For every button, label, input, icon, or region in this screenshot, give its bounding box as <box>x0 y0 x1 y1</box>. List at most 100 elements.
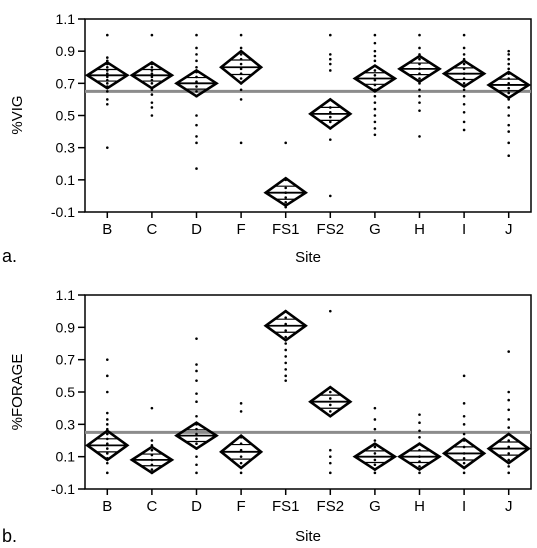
data-point-B <box>106 146 109 149</box>
data-point-FS1 <box>284 322 288 326</box>
data-point-FS1 <box>284 201 288 204</box>
data-point-G <box>373 439 377 442</box>
data-point-FS2 <box>329 53 332 56</box>
data-point-FS2 <box>329 110 332 114</box>
x-tick-label: FS1 <box>272 498 300 515</box>
data-point-D <box>195 80 198 84</box>
data-point-D <box>195 363 198 366</box>
data-point-G <box>373 427 377 431</box>
data-point-I <box>462 82 466 85</box>
means-diamond-FS1 <box>263 176 309 208</box>
means-diamond-FS1 <box>263 309 308 342</box>
data-point-I <box>462 432 466 436</box>
data-point-G <box>373 59 377 63</box>
data-point-D <box>195 114 198 117</box>
data-point-D <box>195 369 198 373</box>
data-point-I <box>462 53 466 56</box>
y-tick-label: -0.1 <box>51 204 75 220</box>
data-point-I <box>462 414 466 418</box>
data-point-D <box>195 455 198 458</box>
data-point-J <box>507 154 511 158</box>
data-point-FS2 <box>329 69 332 72</box>
x-tick-label: B <box>102 221 112 238</box>
data-point-J <box>507 458 511 462</box>
data-point-G <box>373 452 377 455</box>
data-point-D <box>195 167 198 170</box>
data-point-G <box>373 458 377 462</box>
y-tick-label: 0.5 <box>56 108 76 124</box>
data-point-B <box>106 65 109 69</box>
data-point-H <box>418 77 421 80</box>
means-diamond-H <box>397 442 442 472</box>
data-point-D <box>195 123 198 127</box>
x-tick-label: J <box>505 498 513 515</box>
data-point-F <box>239 471 243 475</box>
data-point-J <box>507 452 511 455</box>
data-point-B <box>106 374 109 378</box>
data-point-B <box>106 98 109 101</box>
data-point-D <box>195 59 198 63</box>
data-point-I <box>462 423 466 426</box>
panel-a: -0.1 0.1 0.3 0.5 0.7 0.9 1.1 B C D F FS1 FS2 G H I J %V… <box>2 11 532 266</box>
data-point-D <box>195 414 198 418</box>
data-point-B <box>106 447 109 450</box>
data-point-D <box>195 442 198 446</box>
data-point-D <box>195 46 198 50</box>
data-point-FS1 <box>284 342 288 345</box>
data-point-C <box>150 101 154 104</box>
data-point-FS1 <box>284 374 288 378</box>
data-point-B <box>106 358 109 361</box>
y-tick-label: 0.9 <box>56 319 76 335</box>
data-point-D <box>195 53 198 56</box>
data-point-FS2 <box>329 397 332 400</box>
means-diamond-D <box>174 68 219 98</box>
data-point-G <box>373 69 377 72</box>
data-point-D <box>195 463 198 467</box>
data-point-C <box>150 82 154 85</box>
data-point-D <box>195 400 198 404</box>
y-axis-label-a: %VIG <box>9 95 26 134</box>
data-point-D <box>195 337 198 340</box>
data-point-B <box>106 72 109 75</box>
data-point-D <box>195 432 198 436</box>
x-tick-label: FS2 <box>317 221 345 238</box>
means-diamond-H <box>397 54 442 84</box>
data-point-J <box>507 114 511 117</box>
data-point-H <box>418 413 421 416</box>
data-point-J <box>507 350 511 353</box>
x-tick-label: H <box>414 221 425 238</box>
data-point-B <box>106 33 109 37</box>
data-point-C <box>150 114 154 117</box>
data-point-G <box>373 463 377 467</box>
data-point-FS1 <box>284 141 288 145</box>
means-diamond-G <box>352 442 398 472</box>
data-point-G <box>373 418 377 421</box>
data-point-H <box>418 109 421 112</box>
data-point-I <box>462 128 466 132</box>
x-tick-label: G <box>369 498 381 515</box>
data-point-H <box>418 429 421 433</box>
data-point-F <box>239 98 243 101</box>
data-point-D <box>195 90 198 93</box>
data-point-G <box>373 78 377 82</box>
data-point-J <box>507 439 511 442</box>
data-point-B <box>106 390 109 394</box>
data-point-J <box>507 53 511 56</box>
data-point-B <box>106 471 109 475</box>
data-point-F <box>239 77 243 80</box>
data-point-F <box>239 455 243 458</box>
x-tick-label: H <box>414 498 425 515</box>
data-point-F <box>239 410 243 413</box>
data-point-J <box>507 57 511 61</box>
data-point-I <box>462 33 466 37</box>
data-point-FS1 <box>284 355 288 358</box>
data-point-F <box>239 67 243 71</box>
y-tick-label: 0.1 <box>56 172 76 188</box>
data-point-FS1 <box>284 348 288 352</box>
means-diamond-G <box>352 64 398 93</box>
data-point-J <box>507 49 511 53</box>
data-point-D <box>195 471 198 475</box>
y-tick-label: 0.5 <box>56 384 76 400</box>
data-point-C <box>150 468 154 471</box>
data-point-C <box>150 72 154 75</box>
